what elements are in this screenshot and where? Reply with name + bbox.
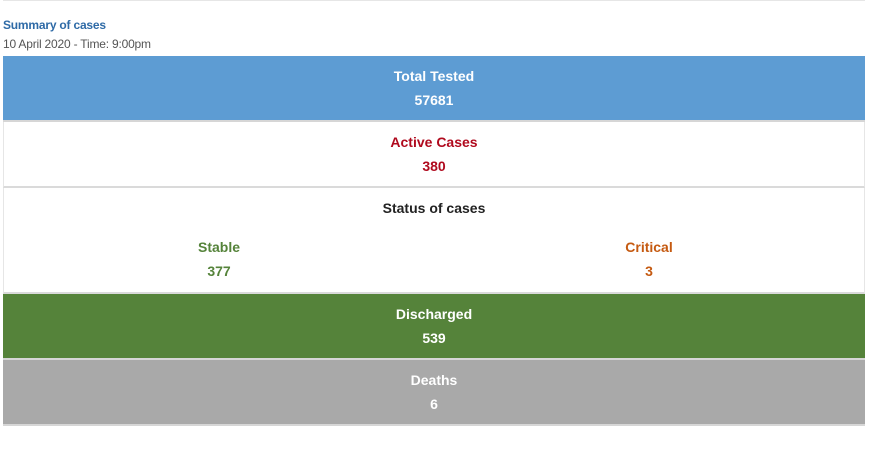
stable-value: 377 xyxy=(207,263,231,279)
summary-title: Summary of cases xyxy=(3,18,106,32)
deaths-label: Deaths xyxy=(410,372,458,388)
top-divider xyxy=(3,0,865,1)
active-cases-row: Active Cases 380 xyxy=(3,122,865,188)
discharged-label: Discharged xyxy=(395,306,473,322)
discharged-row: Discharged 539 xyxy=(3,294,865,360)
active-cases-value: 380 xyxy=(422,158,446,174)
deaths-row: Deaths 6 xyxy=(3,360,865,426)
total-tested-label: Total Tested xyxy=(393,68,475,84)
critical-label: Critical xyxy=(625,239,673,255)
summary-header: Summary of cases 10 April 2020 - Time: 9… xyxy=(3,17,151,52)
active-cases-label: Active Cases xyxy=(390,134,478,150)
critical-value: 3 xyxy=(645,263,653,279)
total-tested-value: 57681 xyxy=(414,92,454,108)
status-of-cases-title: Status of cases xyxy=(382,200,486,216)
discharged-value: 539 xyxy=(422,330,446,346)
critical-cell: Critical 3 xyxy=(434,238,864,280)
stable-cell: Stable 377 xyxy=(4,238,434,280)
stable-label: Stable xyxy=(197,239,240,255)
status-of-cases-row: Status of cases Stable 377 Critical 3 xyxy=(3,188,865,294)
deaths-value: 6 xyxy=(430,396,438,412)
summary-datetime: 10 April 2020 - Time: 9:00pm xyxy=(3,37,151,51)
cases-summary-table: Total Tested 57681 Active Cases 380 Stat… xyxy=(3,56,865,426)
total-tested-row: Total Tested 57681 xyxy=(3,56,865,122)
